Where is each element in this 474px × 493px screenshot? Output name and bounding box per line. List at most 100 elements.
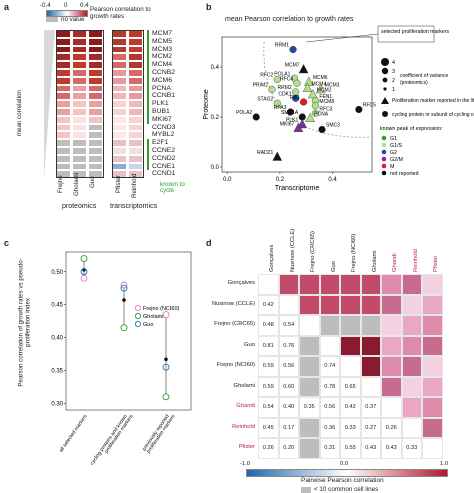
panel-d-letter: d bbox=[206, 238, 212, 248]
series-point bbox=[120, 324, 128, 332]
phase-legend-title: known peak of expression: bbox=[380, 126, 443, 132]
known-to-cycle-marker bbox=[147, 84, 149, 93]
heatmap-cell bbox=[88, 69, 103, 77]
point-label: MCM8 bbox=[319, 99, 334, 105]
gene-label: MCM6 bbox=[152, 76, 173, 84]
no-value-swatch bbox=[46, 17, 58, 22]
matrix-cell: 0.54 bbox=[278, 315, 299, 336]
mean-correlation-label: mean correlation bbox=[15, 90, 23, 137]
marker-point bbox=[302, 82, 313, 92]
y-tick-label: 0.0 bbox=[211, 165, 220, 171]
heatmap-cell bbox=[72, 69, 87, 77]
size-legend-value: 3 bbox=[392, 69, 395, 75]
legend-label: Guo bbox=[143, 322, 153, 328]
matrix-cell bbox=[340, 356, 361, 377]
matrix-row-label: Frejno (NCI60) bbox=[216, 362, 255, 368]
heatmap-cell bbox=[72, 100, 87, 108]
heatmap-cell bbox=[88, 147, 103, 155]
heatmap-cell bbox=[88, 162, 103, 171]
matrix-col-label: Nusinow (CCLE) bbox=[289, 228, 296, 272]
point-label: STAG2 bbox=[257, 96, 273, 102]
known-to-cycle-marker bbox=[147, 45, 149, 54]
heatmap-cell bbox=[72, 108, 87, 116]
matrix-cell: 0.59 bbox=[258, 376, 279, 397]
size-legend-title: coefficient of variance bbox=[400, 73, 448, 79]
matrix-cell: 0.42 bbox=[340, 397, 361, 418]
panel-b-title: mean Pearson correlation to growth rates bbox=[225, 16, 354, 23]
matrix-col-label: Gonçalves bbox=[269, 244, 275, 272]
series-point bbox=[120, 284, 128, 292]
matrix-cell bbox=[340, 294, 361, 315]
phase-legend-dot bbox=[381, 142, 387, 148]
matrix-cell bbox=[319, 315, 340, 336]
heatmap-cell bbox=[72, 162, 87, 171]
matrix-row-label: Nusinow (CCLE) bbox=[211, 300, 255, 307]
mean-point bbox=[122, 298, 126, 302]
correlation-matrix: 0.42 0.48 0.54 0.81 0.76 0.59 0.56 0.74 0.59 0.60… bbox=[206, 229, 474, 493]
matrix-cell: 0.56 bbox=[278, 356, 299, 377]
panel-c-chart: 0.30 0.35 0.40 0.45 0.50 all selected markers… bbox=[51, 251, 192, 465]
matrix-cell bbox=[401, 356, 422, 377]
annotation-arrow bbox=[306, 33, 379, 43]
matrix-row-label: Gholami bbox=[233, 382, 255, 389]
heatmap-cell bbox=[88, 154, 103, 163]
point-label: MCM3 bbox=[325, 83, 340, 89]
matrix-cell bbox=[401, 274, 422, 295]
matrix-cell: 0.81 bbox=[258, 335, 279, 356]
phase-legend-label: G1 bbox=[390, 136, 397, 142]
matrix-cell: 0.42 bbox=[258, 294, 279, 315]
point-label: RPA3 bbox=[274, 105, 287, 111]
x-axis-label: Transcriptome bbox=[275, 185, 320, 192]
matrix-cell bbox=[381, 294, 402, 315]
point-label: MCM4 bbox=[312, 81, 327, 87]
heatmap-cell bbox=[128, 53, 143, 62]
heatmap-cell bbox=[72, 53, 87, 62]
matrix-cell: 0.36 bbox=[319, 417, 340, 438]
matrix-cell bbox=[258, 274, 279, 295]
heatmap-cell bbox=[72, 147, 87, 155]
gene-label: PLK1 bbox=[152, 100, 169, 108]
point-label: PCNA bbox=[314, 111, 329, 117]
heatmap-cell bbox=[72, 37, 87, 46]
matrix-cell: 0.17 bbox=[278, 417, 299, 438]
gene-label: MCM4 bbox=[152, 61, 173, 69]
phase-legend-label: G2/M bbox=[390, 157, 403, 163]
matrix-cell bbox=[299, 376, 320, 397]
phase-legend-label: M bbox=[390, 164, 394, 170]
legend-swatch bbox=[134, 320, 142, 328]
y-tick-label: 0.4 bbox=[211, 65, 220, 71]
column-reinhold: Reinhold bbox=[131, 173, 138, 198]
x-tick-label: 0.2 bbox=[276, 177, 285, 183]
known-to-cycle-marker bbox=[147, 108, 149, 116]
matrix-cell bbox=[381, 335, 402, 356]
gene-label: CCNE2 bbox=[152, 147, 176, 154]
phase-legend-dot bbox=[381, 163, 387, 169]
heatmap-cell bbox=[88, 139, 103, 147]
heatmap-cell bbox=[128, 115, 143, 124]
matrix-col-label: Ghandi bbox=[392, 253, 398, 272]
phase-legend-dot bbox=[381, 170, 387, 176]
matrix-cell bbox=[340, 274, 361, 295]
marker-point bbox=[315, 84, 326, 94]
known-to-cycle-marker bbox=[147, 115, 149, 124]
matrix-cell bbox=[360, 356, 381, 377]
panel-b-scatter: 0.00.0 0.2 0.2 0.4 0.4 Transcriptome Proteome R… bbox=[203, 25, 474, 192]
matrix-cell: 0.33 bbox=[340, 417, 361, 438]
known-to-cycle-label: known to cycle bbox=[160, 181, 185, 195]
size-legend-dot bbox=[382, 77, 388, 83]
matrix-cell bbox=[278, 274, 299, 295]
size-legend-title-2: (proteomics) bbox=[400, 80, 428, 86]
heatmap-cell bbox=[72, 45, 87, 54]
matrix-cell bbox=[299, 356, 320, 377]
matrix-cell bbox=[360, 335, 381, 356]
colorbar-tick-label: 0.0 bbox=[340, 460, 349, 467]
matrix-cell bbox=[319, 274, 340, 295]
matrix-cell bbox=[340, 335, 361, 356]
marker-point bbox=[298, 64, 309, 74]
gene-label: MKI67 bbox=[152, 115, 172, 123]
marker-point bbox=[305, 112, 315, 122]
matrix-cell bbox=[422, 294, 443, 315]
point-label: FEN1 bbox=[319, 94, 332, 100]
colorbar-tick-min: -0.4 bbox=[40, 2, 51, 9]
protein-point bbox=[293, 79, 301, 87]
